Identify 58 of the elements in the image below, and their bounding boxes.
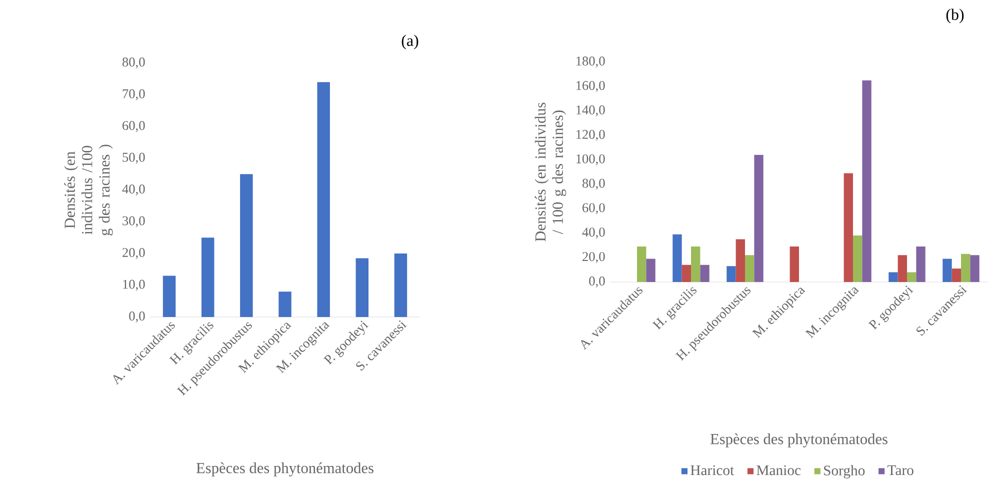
y-tick-label: 40,0 bbox=[122, 184, 145, 196]
y-tick-label: 20,0 bbox=[122, 248, 145, 259]
legend-label: Sorgho bbox=[824, 465, 865, 478]
y-tick-label: 30,0 bbox=[122, 216, 145, 228]
bar bbox=[745, 255, 754, 282]
y-tick-label: 140,0 bbox=[576, 105, 605, 116]
y-axis-title: Densités (en individus / 100 g des racines) bbox=[534, 102, 566, 242]
y-tick-label: 80,0 bbox=[122, 58, 145, 68]
y-tick-label: 50,0 bbox=[122, 152, 145, 164]
bar bbox=[278, 292, 292, 318]
bar bbox=[201, 238, 214, 318]
bar bbox=[942, 258, 952, 282]
bar bbox=[970, 255, 980, 282]
legend-label: Manioc bbox=[756, 465, 801, 476]
y-tick-label: 100,0 bbox=[576, 154, 605, 166]
bar bbox=[637, 246, 646, 282]
bar bbox=[394, 254, 408, 318]
bar bbox=[907, 272, 916, 282]
bar bbox=[736, 239, 745, 282]
y-tick-label: 60,0 bbox=[122, 121, 145, 132]
x-axis-title: Espèces des phytonématodes bbox=[710, 433, 888, 448]
legend-label: Taro bbox=[888, 465, 914, 476]
bar bbox=[646, 258, 656, 282]
legend-label: Haricot bbox=[690, 465, 734, 476]
bar bbox=[162, 276, 176, 318]
bar bbox=[844, 173, 854, 282]
chart-title: (a) bbox=[402, 34, 418, 50]
y-tick-label: 20,0 bbox=[582, 252, 605, 264]
bar bbox=[240, 174, 253, 318]
chart-title: (b) bbox=[946, 8, 964, 24]
bar bbox=[961, 254, 970, 282]
y-tick-label: 60,0 bbox=[582, 203, 605, 214]
bar bbox=[853, 236, 862, 282]
bar bbox=[754, 154, 764, 282]
bar bbox=[888, 272, 898, 282]
bar bbox=[317, 82, 330, 318]
y-tick-label: 70,0 bbox=[122, 89, 145, 100]
y-tick-label: 120,0 bbox=[576, 130, 605, 141]
bar bbox=[862, 80, 872, 282]
y-tick-label: 80,0 bbox=[582, 178, 605, 190]
bar bbox=[726, 266, 736, 282]
bar bbox=[700, 264, 710, 282]
y-tick-label: 180,0 bbox=[576, 56, 605, 68]
bar bbox=[790, 246, 800, 282]
bar bbox=[691, 246, 700, 282]
y-tick-label: 10,0 bbox=[123, 280, 145, 291]
y-tick-label: 160,0 bbox=[576, 80, 605, 92]
y-tick-label: 40,0 bbox=[582, 228, 605, 239]
bar bbox=[682, 264, 692, 282]
bar bbox=[916, 246, 926, 282]
bar bbox=[952, 268, 962, 282]
y-axis-title: Densités (en individus /100 g des racines ) bbox=[64, 144, 113, 236]
bar bbox=[898, 255, 907, 282]
y-tick-label: 0,0 bbox=[589, 276, 605, 288]
y-tick-label: 0,0 bbox=[129, 312, 145, 322]
x-axis-title: Espèces des phytonématodes bbox=[196, 462, 374, 476]
bar bbox=[672, 234, 682, 282]
bar bbox=[356, 258, 368, 318]
